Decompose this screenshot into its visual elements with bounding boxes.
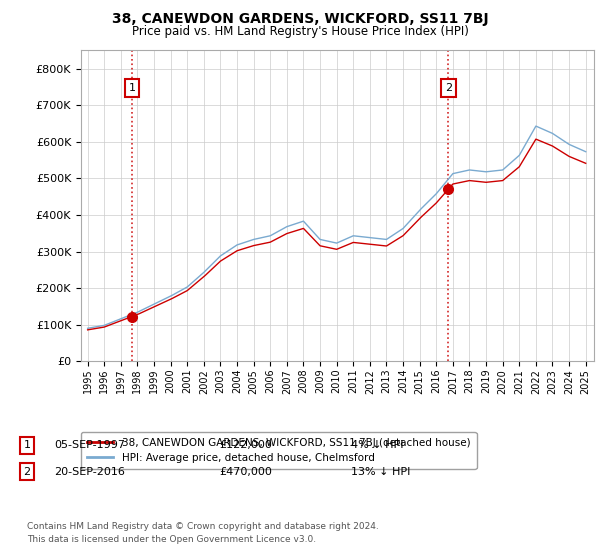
Legend: 38, CANEWDON GARDENS, WICKFORD, SS11 7BJ (detached house), HPI: Average price, d: 38, CANEWDON GARDENS, WICKFORD, SS11 7BJ… xyxy=(81,432,476,469)
Text: 05-SEP-1997: 05-SEP-1997 xyxy=(54,440,125,450)
Text: 2: 2 xyxy=(23,466,31,477)
Text: 38, CANEWDON GARDENS, WICKFORD, SS11 7BJ: 38, CANEWDON GARDENS, WICKFORD, SS11 7BJ xyxy=(112,12,488,26)
Text: This data is licensed under the Open Government Licence v3.0.: This data is licensed under the Open Gov… xyxy=(27,535,316,544)
Text: Price paid vs. HM Land Registry's House Price Index (HPI): Price paid vs. HM Land Registry's House … xyxy=(131,25,469,38)
Text: 4% ↓ HPI: 4% ↓ HPI xyxy=(351,440,404,450)
Text: 13% ↓ HPI: 13% ↓ HPI xyxy=(351,466,410,477)
Text: 2: 2 xyxy=(445,83,452,93)
Text: Contains HM Land Registry data © Crown copyright and database right 2024.: Contains HM Land Registry data © Crown c… xyxy=(27,522,379,531)
Text: 20-SEP-2016: 20-SEP-2016 xyxy=(54,466,125,477)
Text: 1: 1 xyxy=(128,83,136,93)
Text: £122,000: £122,000 xyxy=(219,440,272,450)
Text: £470,000: £470,000 xyxy=(219,466,272,477)
Text: 1: 1 xyxy=(23,440,31,450)
